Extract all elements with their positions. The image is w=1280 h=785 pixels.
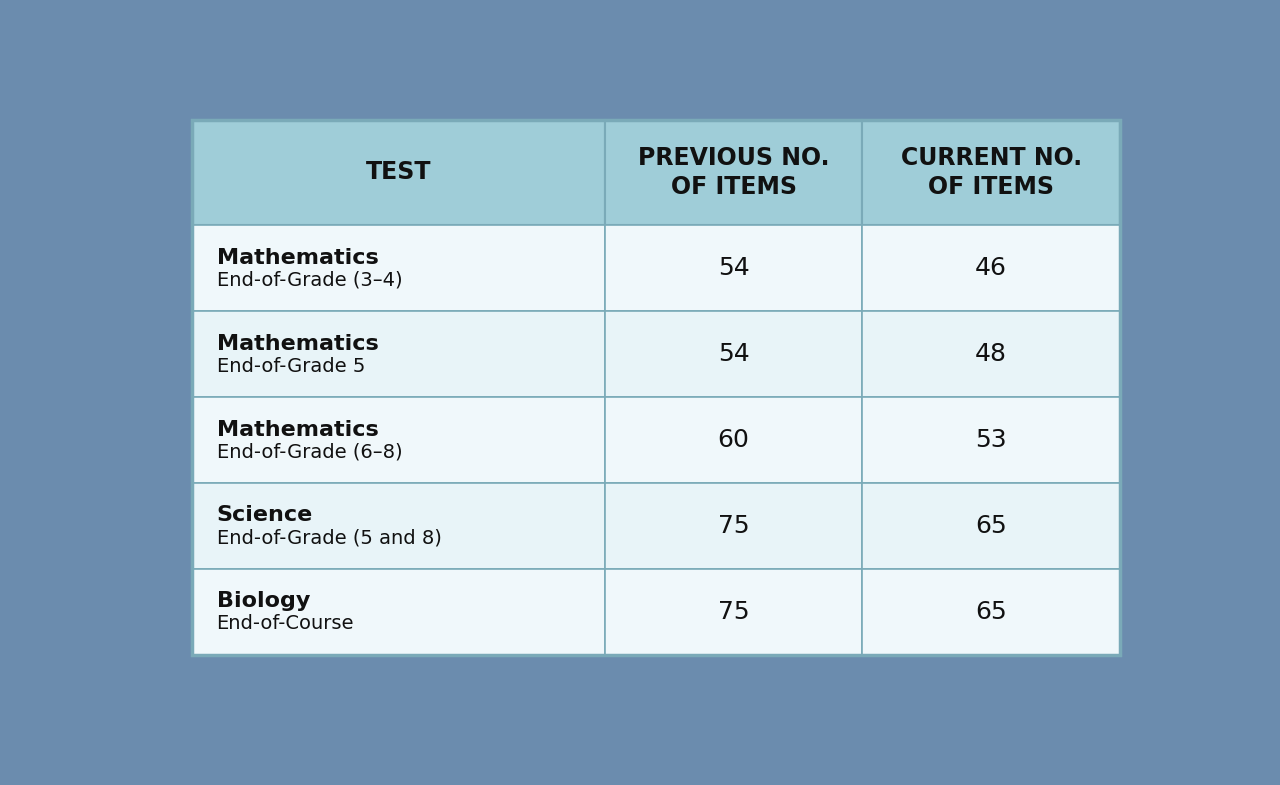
Text: Biology: Biology: [216, 591, 310, 612]
Text: PREVIOUS NO.
OF ITEMS: PREVIOUS NO. OF ITEMS: [637, 146, 829, 199]
Text: End-of-Grade (6–8): End-of-Grade (6–8): [216, 443, 402, 462]
Text: 75: 75: [718, 600, 749, 623]
Bar: [863, 225, 1120, 311]
Bar: [192, 311, 605, 397]
Text: Mathematics: Mathematics: [216, 334, 379, 354]
Bar: [863, 119, 1120, 225]
Bar: [605, 225, 863, 311]
Text: End-of-Grade 5: End-of-Grade 5: [216, 356, 365, 376]
Text: CURRENT NO.
OF ITEMS: CURRENT NO. OF ITEMS: [901, 146, 1082, 199]
Bar: [192, 397, 605, 483]
Text: TEST: TEST: [366, 160, 431, 184]
Text: End-of-Grade (5 and 8): End-of-Grade (5 and 8): [216, 528, 442, 547]
Text: End-of-Grade (3–4): End-of-Grade (3–4): [216, 271, 402, 290]
Text: 75: 75: [718, 513, 749, 538]
Bar: [192, 119, 605, 225]
Text: 48: 48: [975, 342, 1007, 366]
Bar: [192, 225, 605, 311]
Bar: [863, 397, 1120, 483]
Bar: [192, 483, 605, 568]
Text: 65: 65: [975, 600, 1007, 623]
Text: 46: 46: [975, 256, 1007, 280]
Bar: [605, 119, 863, 225]
Bar: [192, 119, 1120, 655]
Bar: [605, 397, 863, 483]
Text: 60: 60: [718, 428, 750, 452]
Bar: [605, 568, 863, 655]
Text: 53: 53: [975, 428, 1007, 452]
Text: Mathematics: Mathematics: [216, 420, 379, 440]
Bar: [863, 311, 1120, 397]
Text: 54: 54: [718, 256, 749, 280]
Bar: [863, 483, 1120, 568]
Bar: [863, 568, 1120, 655]
Bar: [605, 311, 863, 397]
Text: End-of-Course: End-of-Course: [216, 614, 355, 633]
Text: 65: 65: [975, 513, 1007, 538]
Text: Mathematics: Mathematics: [216, 248, 379, 268]
Bar: [605, 483, 863, 568]
Text: Science: Science: [216, 506, 312, 525]
Bar: [192, 568, 605, 655]
Text: 54: 54: [718, 342, 749, 366]
